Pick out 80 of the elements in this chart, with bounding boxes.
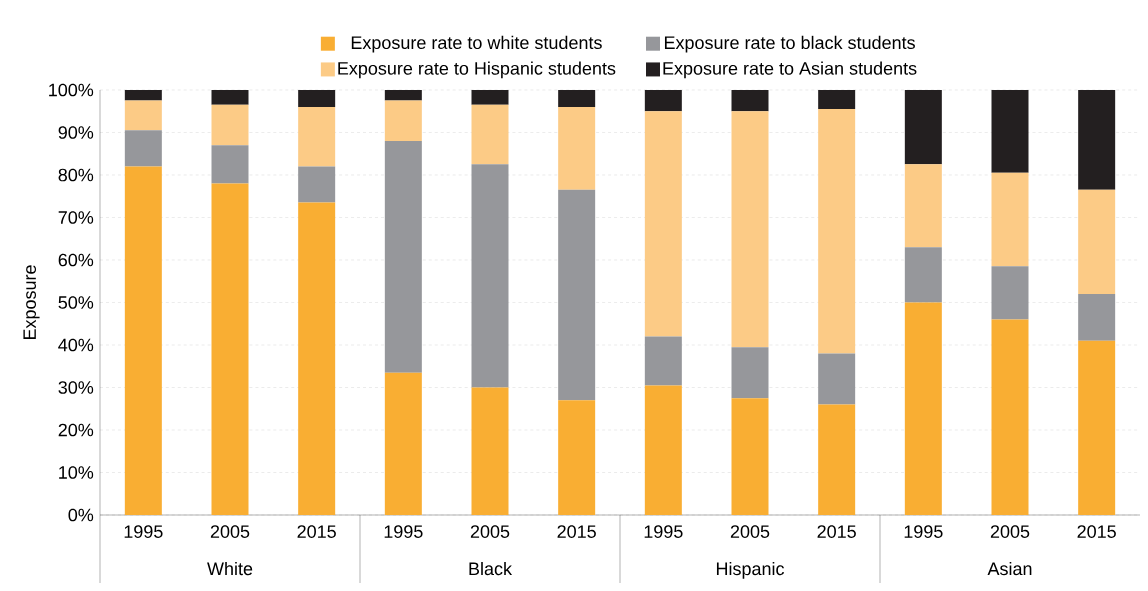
text: Asian [987, 561, 1032, 576]
bar [1078, 189, 1116, 294]
bar [644, 385, 682, 515]
bar [644, 90, 682, 112]
bar [384, 100, 422, 141]
bar [991, 319, 1029, 515]
bar [298, 90, 336, 107]
bar [644, 336, 682, 386]
bar [1078, 340, 1116, 515]
x-tick-label: 2015 [557, 525, 596, 538]
bar [818, 109, 856, 354]
y-tick-label: 70% [58, 211, 94, 224]
bar [558, 400, 596, 515]
bar [471, 387, 509, 515]
x-tick-label: 1995 [384, 525, 423, 538]
bar [991, 172, 1029, 267]
bar [818, 90, 856, 110]
y-tick-label: 60% [58, 253, 94, 267]
bar [731, 398, 769, 515]
x-tick-label: 2015 [297, 525, 336, 538]
bar [471, 90, 509, 105]
x-tick-label: 1995 [644, 525, 683, 538]
text: Hispanic [716, 561, 785, 579]
bar [298, 166, 336, 203]
bar [991, 266, 1029, 320]
y-tick-label: 100% [49, 83, 94, 97]
x-tick-label: 1995 [124, 525, 163, 538]
y-tick-label: 20% [58, 423, 94, 437]
bar [818, 353, 856, 405]
bar [124, 130, 162, 167]
legend-label: Exposure rate to Asian students [663, 61, 917, 79]
bar [298, 107, 336, 167]
x-tick-label: 2015 [1077, 525, 1116, 538]
bar [904, 164, 942, 248]
bar [211, 183, 249, 515]
text: White [207, 561, 253, 576]
y-axis-title: Exposure [23, 265, 40, 340]
bar [991, 90, 1029, 173]
x-tick-label: 2015 [817, 525, 856, 538]
bar [904, 302, 942, 515]
bar [1078, 90, 1116, 190]
bar [731, 347, 769, 399]
bar [1078, 294, 1116, 341]
bar [818, 404, 856, 515]
y-tick-label: 10% [59, 466, 94, 479]
legend-label: Exposure rate to white students [351, 35, 602, 53]
bar [124, 90, 162, 101]
bar [384, 90, 422, 101]
bar [471, 164, 509, 388]
x-tick-label: 2005 [470, 525, 510, 538]
x-tick-label: 2005 [730, 525, 770, 538]
bar [124, 166, 162, 515]
bar [298, 202, 336, 515]
y-tick-label: 50% [58, 296, 94, 309]
bar [471, 104, 509, 165]
bar [211, 145, 249, 184]
y-tick-label: 40% [58, 338, 94, 352]
bar [644, 111, 682, 337]
bar [558, 189, 596, 401]
bar [558, 90, 596, 107]
x-tick-label: 2005 [990, 525, 1030, 538]
y-tick-label: 30% [58, 381, 94, 394]
legend-label: Exposure rate to Hispanic students [338, 61, 616, 79]
bar [731, 111, 769, 348]
x-tick-label: 1995 [904, 525, 943, 538]
bar [904, 247, 942, 303]
bar [558, 107, 596, 190]
bar [211, 90, 249, 105]
y-tick-label: 90% [58, 126, 94, 139]
y-tick-label: 0% [68, 508, 94, 522]
bar [731, 90, 769, 112]
bar [384, 372, 422, 515]
bar [211, 104, 249, 146]
text: Black [469, 561, 513, 576]
bar [124, 100, 162, 131]
bar [904, 90, 942, 165]
bar [384, 141, 422, 373]
x-tick-label: 2005 [210, 525, 250, 538]
legend-label: Exposure rate to black students [664, 35, 915, 53]
y-tick-label: 80% [58, 168, 94, 182]
